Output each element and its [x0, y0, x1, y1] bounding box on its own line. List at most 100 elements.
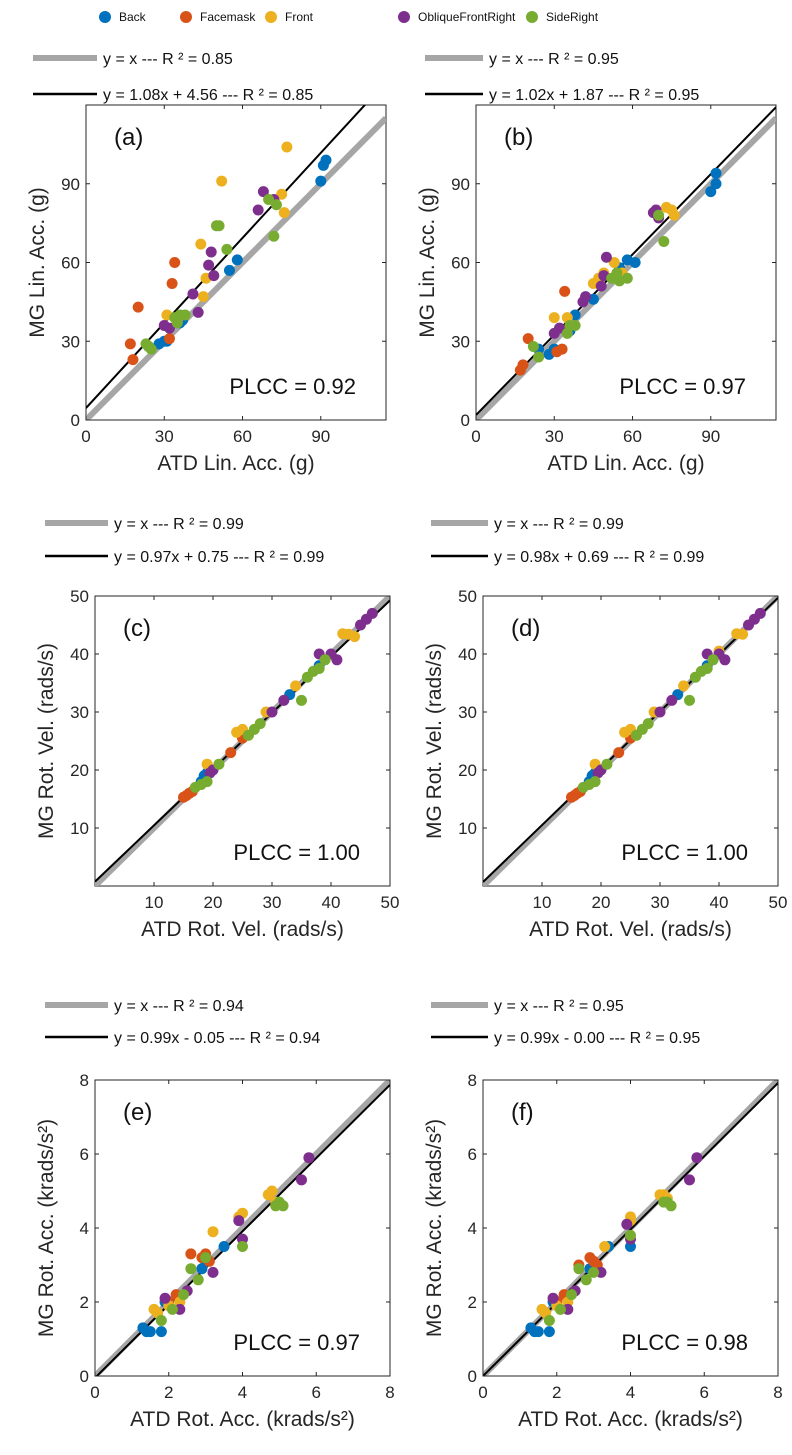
legend-item: Facemask [180, 10, 256, 24]
legend-marker [180, 11, 192, 23]
x-axis-label: ATD Rot. Acc. (krads/s²) [130, 1408, 355, 1431]
data-point [517, 359, 529, 371]
identity-legend-label: y = x --- R ² = 0.95 [494, 998, 624, 1015]
y-tick-label: 50 [458, 587, 477, 606]
x-tick-label: 50 [381, 893, 400, 912]
y-tick-label: 30 [451, 332, 470, 351]
data-point [266, 706, 278, 718]
data-point [691, 1152, 703, 1164]
plcc-label: PLCC = 0.92 [229, 374, 356, 399]
x-tick-label: 8 [773, 1383, 782, 1402]
data-point [313, 663, 325, 674]
y-tick-label: 0 [461, 411, 470, 430]
data-point [719, 654, 731, 666]
identity-legend-label: y = x --- R ² = 0.85 [103, 51, 233, 68]
data-point [588, 1266, 600, 1278]
data-point [595, 280, 607, 292]
data-point [658, 236, 670, 247]
data-point [225, 747, 237, 759]
y-tick-label: 0 [71, 411, 80, 430]
panel-label: (f) [511, 1099, 534, 1126]
x-tick-label: 60 [623, 427, 642, 446]
data-point [277, 1200, 289, 1212]
identity-legend-label: y = x --- R ² = 0.99 [494, 516, 624, 533]
x-tick-label: 4 [238, 1383, 247, 1402]
scatter-points [137, 1152, 315, 1338]
scatter-points [178, 607, 378, 803]
y-tick-label: 2 [80, 1293, 89, 1312]
y-tick-label: 20 [458, 761, 477, 780]
data-point [127, 354, 139, 366]
legend-label: Facemask [200, 10, 256, 24]
data-point [566, 1289, 577, 1301]
panel-label: (e) [123, 1099, 152, 1126]
chart-panel: y = x --- R ² = 0.99 y = 0.98x + 0.69 ---… [423, 516, 787, 941]
chart-panel: y = x --- R ² = 0.95 y = 1.02x + 1.87 ---… [416, 51, 777, 475]
fit-legend: y = x --- R ² = 0.85 y = 1.08x + 4.56 ---… [33, 51, 313, 104]
data-point [754, 607, 766, 619]
y-tick-label: 60 [451, 254, 470, 273]
ticks: 10 20 30 40 50 10 20 30 40 50 [70, 587, 399, 912]
x-tick-label: 50 [769, 893, 788, 912]
data-point [608, 257, 620, 268]
data-point [281, 141, 293, 153]
data-point [621, 272, 633, 284]
data-point [668, 209, 680, 221]
data-point [559, 285, 571, 297]
data-point [208, 270, 220, 282]
data-point [331, 654, 343, 666]
plcc-label: PLCC = 0.97 [619, 374, 746, 399]
identity-legend-label: y = x --- R ² = 0.99 [114, 516, 244, 533]
data-point [600, 251, 612, 263]
chart-panel: y = x --- R ² = 0.94 y = 0.99x - 0.05 ---… [35, 998, 395, 1431]
identity-legend-label: y = x --- R ² = 0.95 [489, 51, 619, 68]
data-point [319, 654, 331, 666]
legend-item: ObliqueFrontRight [398, 10, 516, 24]
data-point [349, 631, 361, 643]
data-point [155, 1326, 167, 1338]
ticks: 0 30 60 90 0 30 60 90 [451, 105, 776, 446]
y-axis-label: MG Rot. Acc. (krads/s²) [423, 1119, 446, 1337]
x-axis-label: ATD Rot. Vel. (rads/s) [141, 918, 344, 941]
legend-label: ObliqueFrontRight [418, 10, 516, 24]
x-axis-label: ATD Rot. Vel. (rads/s) [529, 918, 732, 941]
x-tick-label: 0 [90, 1383, 99, 1402]
data-point [678, 680, 690, 692]
data-point [266, 1185, 278, 1197]
y-tick-label: 10 [70, 819, 89, 838]
y-tick-label: 0 [80, 1367, 89, 1386]
y-tick-label: 4 [468, 1219, 477, 1238]
identity-line [476, 116, 776, 420]
x-tick-label: 6 [700, 1383, 709, 1402]
data-point [257, 186, 269, 198]
y-tick-label: 60 [61, 254, 80, 273]
fit-lines [86, 105, 386, 420]
data-point [701, 663, 713, 674]
scatter-points [124, 141, 332, 366]
regression-legend-label: y = 0.97x + 0.75 --- R ² = 0.99 [114, 549, 324, 566]
data-point [320, 154, 332, 166]
y-tick-label: 30 [70, 703, 89, 722]
y-tick-label: 8 [468, 1071, 477, 1090]
scatter-points [514, 167, 722, 376]
plcc-label: PLCC = 0.98 [621, 1330, 748, 1355]
data-point [207, 1266, 219, 1278]
x-tick-label: 4 [626, 1383, 635, 1402]
data-point [270, 199, 282, 211]
x-tick-label: 0 [81, 427, 90, 446]
data-point [237, 1241, 248, 1252]
y-tick-label: 30 [61, 332, 80, 351]
data-point [601, 758, 613, 770]
data-point [553, 322, 565, 334]
y-tick-label: 2 [468, 1293, 477, 1312]
x-tick-label: 30 [263, 893, 282, 912]
data-point [625, 1229, 636, 1241]
ticks: 10 20 30 40 50 10 20 30 40 50 [458, 587, 787, 912]
data-point [315, 175, 327, 187]
data-point [213, 758, 225, 770]
x-axis-label: ATD Rot. Acc. (krads/s²) [518, 1408, 743, 1431]
x-tick-label: 30 [155, 427, 174, 446]
y-axis-label: MG Rot. Acc. (krads/s²) [35, 1119, 58, 1337]
data-point [252, 204, 264, 216]
